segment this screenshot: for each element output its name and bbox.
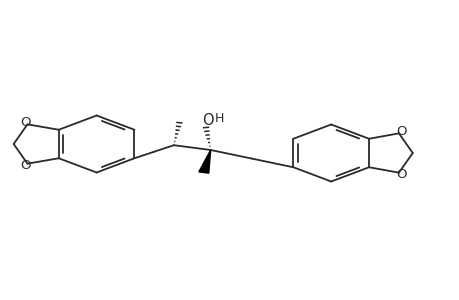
Text: O: O [395,168,406,181]
Text: O: O [20,116,30,129]
Text: O: O [20,159,30,172]
Text: O: O [395,125,406,138]
Text: H: H [215,112,224,125]
Polygon shape [198,150,210,173]
Text: O: O [202,113,214,128]
